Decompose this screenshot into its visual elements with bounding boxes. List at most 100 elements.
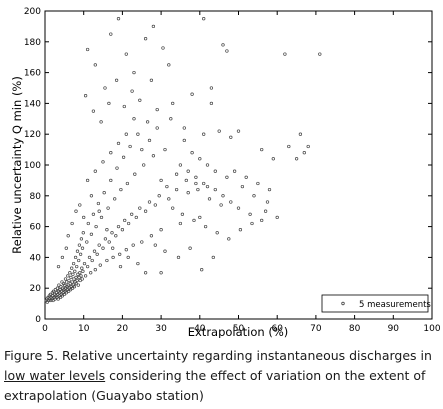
scatter-point <box>91 109 96 113</box>
scatter-point <box>121 155 126 159</box>
scatter-point <box>120 228 125 232</box>
axis-ticks: 0 10 20 30 40 50 60 70 80 90 100 0 20 40 60 80 100 120 140… <box>24 7 441 334</box>
scatter-point <box>116 224 121 229</box>
scatter-point <box>219 203 223 207</box>
scatter-point <box>71 272 75 276</box>
scatter-point <box>116 141 121 146</box>
scatter-point <box>188 246 192 250</box>
scatter-point <box>68 271 72 275</box>
scatter-point <box>90 258 94 263</box>
scatter-point <box>217 129 221 133</box>
scatter-point <box>248 212 252 216</box>
data-points <box>44 17 322 304</box>
scatter-point <box>72 277 76 281</box>
scatter-point <box>125 181 130 186</box>
scatter-point <box>151 24 156 29</box>
legend-marker <box>341 301 345 306</box>
scatter-point <box>124 248 128 252</box>
scatter-point <box>124 132 128 136</box>
scatter-point <box>167 63 171 67</box>
scatter-point <box>202 132 206 136</box>
x-tick-label: 90 <box>388 324 400 334</box>
scatter-point <box>103 237 108 241</box>
scatter-point <box>94 224 98 229</box>
scatter-point <box>93 63 97 67</box>
scatter-point <box>202 181 206 186</box>
scatter-point <box>130 89 134 93</box>
scatter-point <box>126 221 131 226</box>
scatter-point <box>83 94 88 98</box>
scatter-point <box>221 43 225 47</box>
scatter-point <box>130 212 134 216</box>
scatter-point <box>72 285 77 289</box>
scatter-point <box>265 200 270 204</box>
scatter-point <box>53 297 57 301</box>
scatter-point <box>236 206 241 210</box>
scatter-point <box>178 221 183 226</box>
scatter-point <box>51 289 56 293</box>
scatter-point <box>82 215 86 220</box>
scatter-point <box>96 201 101 206</box>
scatter-point <box>60 255 65 260</box>
scatter-point <box>97 209 101 213</box>
y-tick-label: 80 <box>30 192 42 202</box>
scatter-point <box>240 184 245 189</box>
scatter-point <box>66 234 70 238</box>
scatter-point <box>143 209 148 213</box>
scatter-point <box>283 52 287 56</box>
x-tick-label: 50 <box>233 324 245 334</box>
scatter-point <box>213 169 217 173</box>
scatter-point <box>80 277 84 281</box>
scatter-point <box>89 194 94 198</box>
caption-underlined-text: low water levels <box>4 368 106 383</box>
scatter-point <box>93 268 97 272</box>
scatter-point <box>111 255 115 260</box>
legend-label: 5 measurements <box>359 300 431 310</box>
y-tick-label: 200 <box>24 7 41 17</box>
scatter-point <box>169 117 173 121</box>
scatter-point <box>136 261 140 266</box>
scatter-point <box>98 263 102 267</box>
scatter-point <box>107 240 111 244</box>
scatter-point <box>85 264 90 269</box>
scatter-point <box>298 132 303 136</box>
scatter-point <box>275 215 279 220</box>
scatter-point <box>263 209 268 213</box>
scatter-point <box>180 212 185 216</box>
scatter-point <box>203 224 208 229</box>
scatter-point <box>55 286 60 290</box>
scatter-point <box>145 120 150 124</box>
scatter-point <box>89 271 93 275</box>
scatter-point <box>91 212 96 216</box>
scatter-point <box>56 264 61 269</box>
scatter-point <box>267 187 272 192</box>
scatter-point <box>143 271 148 275</box>
scatter-point <box>213 187 217 192</box>
scatter-point <box>182 138 186 143</box>
scatter-point <box>73 269 77 273</box>
scatter-point <box>63 283 67 287</box>
scatter-point <box>109 178 113 183</box>
scatter-point <box>138 98 142 102</box>
scatter-point <box>101 246 105 250</box>
y-tick-label: 180 <box>24 38 41 48</box>
y-tick-label: 140 <box>24 99 41 109</box>
scatter-point <box>48 292 53 297</box>
scatter-point <box>65 280 69 284</box>
scatter-point <box>118 264 123 269</box>
scatter-point <box>182 126 186 130</box>
y-tick-label: 120 <box>24 130 41 140</box>
scatter-point <box>238 228 243 232</box>
scatter-point <box>80 246 85 250</box>
scatter-point <box>287 144 291 149</box>
scatter-point <box>209 86 214 90</box>
scatter-point <box>123 218 127 223</box>
scatter-point <box>256 181 260 186</box>
scatter-point <box>67 278 71 283</box>
scatter-point <box>194 181 198 186</box>
scatter-point <box>260 147 264 152</box>
scatter-point <box>63 277 68 281</box>
scatter-point <box>66 283 70 287</box>
scatter-point <box>51 298 55 303</box>
scatter-point <box>78 278 82 283</box>
